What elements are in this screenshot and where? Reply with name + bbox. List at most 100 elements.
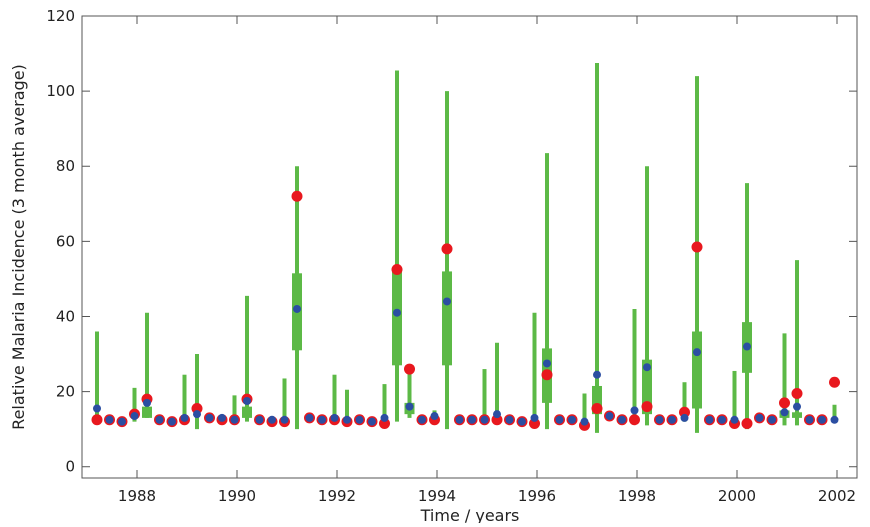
y-tick-label: 40 xyxy=(56,307,75,325)
y-tick-label: 20 xyxy=(56,383,75,401)
median-point xyxy=(480,415,489,424)
median-point xyxy=(568,415,576,424)
observed-point xyxy=(629,414,640,426)
plot-frame xyxy=(81,15,858,479)
median-point xyxy=(768,415,776,424)
y-tick-label: 0 xyxy=(65,458,75,476)
median-point xyxy=(405,402,414,411)
median-point xyxy=(205,413,214,422)
median-point xyxy=(555,415,564,424)
median-point xyxy=(343,415,351,424)
x-tick-label: 2000 xyxy=(718,487,756,505)
median-point xyxy=(368,417,376,426)
median-point xyxy=(105,415,114,424)
box xyxy=(592,385,602,415)
median-point xyxy=(93,404,101,413)
median-point xyxy=(468,415,476,424)
observed-point xyxy=(591,403,603,415)
box xyxy=(642,359,652,415)
median-point xyxy=(130,412,139,421)
median-point xyxy=(218,413,226,422)
median-point xyxy=(630,406,639,415)
median-point xyxy=(743,342,751,351)
box xyxy=(442,271,452,366)
observed-point xyxy=(691,241,703,253)
observed-point xyxy=(404,363,415,375)
median-point xyxy=(430,412,439,421)
median-point xyxy=(818,415,826,424)
y-tick-label: 100 xyxy=(46,82,75,100)
median-point xyxy=(518,417,526,426)
median-point xyxy=(493,410,501,419)
observed-point xyxy=(391,264,403,276)
observed-point xyxy=(741,418,753,430)
y-tick-label: 80 xyxy=(56,157,75,175)
median-point xyxy=(655,415,664,424)
median-point xyxy=(543,359,551,368)
median-point xyxy=(705,415,714,424)
median-point xyxy=(755,413,764,422)
median-point xyxy=(830,415,839,424)
observed-point xyxy=(441,243,453,255)
median-point xyxy=(268,415,276,424)
observed-point xyxy=(291,190,303,202)
median-point xyxy=(618,415,626,424)
x-tick-label: 1988 xyxy=(118,487,156,505)
median-point xyxy=(680,413,689,422)
median-point xyxy=(455,415,464,424)
observed-point xyxy=(541,369,553,381)
median-point xyxy=(693,348,701,357)
median-point xyxy=(155,415,164,424)
median-point xyxy=(505,415,514,424)
box xyxy=(792,412,802,418)
median-point xyxy=(168,417,176,426)
box xyxy=(692,331,702,409)
y-axis-label: Relative Malaria Incidence (3 month aver… xyxy=(9,64,28,430)
box xyxy=(242,406,252,418)
median-point xyxy=(805,415,814,424)
median-point xyxy=(530,413,539,422)
observed-point xyxy=(791,387,803,399)
median-point xyxy=(418,415,426,424)
median-point xyxy=(443,297,451,306)
median-point xyxy=(593,370,601,379)
x-tick-label: 1994 xyxy=(418,487,456,505)
x-tick-label: 1996 xyxy=(518,487,556,505)
x-tick-label: 1992 xyxy=(318,487,356,505)
median-point xyxy=(318,415,326,424)
observed-point xyxy=(829,376,840,388)
observed-point xyxy=(779,397,790,409)
box xyxy=(142,406,152,418)
median-point xyxy=(193,410,201,419)
observed-point xyxy=(91,414,103,426)
median-point xyxy=(643,363,651,372)
median-point xyxy=(293,304,301,313)
x-tick-label: 2002 xyxy=(818,487,856,505)
y-tick-label: 60 xyxy=(56,232,75,250)
observed-point xyxy=(641,401,653,413)
median-point xyxy=(730,415,739,424)
median-point xyxy=(118,417,126,426)
x-tick-label: 1998 xyxy=(618,487,656,505)
median-point xyxy=(255,415,264,424)
median-point xyxy=(780,408,789,417)
median-point xyxy=(393,308,401,317)
median-point xyxy=(605,412,614,421)
median-point xyxy=(230,415,239,424)
median-point xyxy=(355,415,364,424)
box xyxy=(392,271,402,366)
median-point xyxy=(180,413,189,422)
median-point xyxy=(143,398,151,407)
median-point xyxy=(580,417,589,426)
y-tick-label: 120 xyxy=(46,7,75,25)
median-point xyxy=(305,413,314,422)
x-tick-label: 1990 xyxy=(218,487,256,505)
median-point xyxy=(793,402,801,411)
median-point xyxy=(718,415,726,424)
median-point xyxy=(380,413,389,422)
median-point xyxy=(280,415,289,424)
median-point xyxy=(668,415,676,424)
x-axis-label: Time / years xyxy=(420,506,520,523)
median-point xyxy=(243,397,251,405)
